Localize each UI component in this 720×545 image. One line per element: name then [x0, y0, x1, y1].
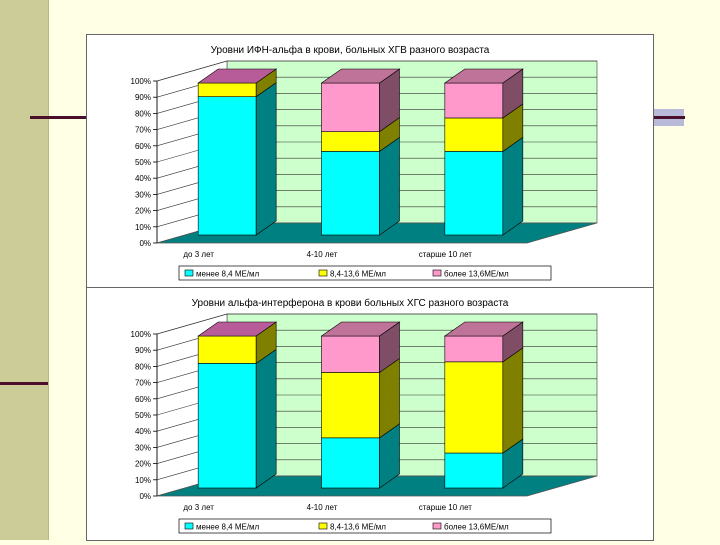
gridline-side: [156, 313, 228, 335]
y-tick-label: 50%: [135, 158, 151, 167]
legend-swatch: [432, 522, 442, 530]
legend-box: [178, 518, 552, 534]
bar-segment: [197, 96, 257, 236]
legend-swatch: [432, 269, 442, 277]
y-tick-label: 80%: [135, 362, 151, 371]
bar-segment: [444, 361, 504, 454]
x-tick-label: до 3 лет: [183, 250, 214, 259]
chart-hgc: Уровни альфа-интерферона в крови больных…: [86, 287, 654, 541]
y-tick-label: 100%: [131, 330, 151, 339]
y-tick-label: 0%: [139, 492, 151, 501]
chart-legend: менее 8,4 МЕ/мл 8,4-13,6 МЕ/мл более 13,6М…: [178, 265, 552, 281]
bar-segment: [444, 151, 504, 236]
bar-side: [255, 82, 277, 236]
y-tick-label: 0%: [139, 239, 151, 248]
bar-segment: [444, 335, 504, 363]
y-tick-label: 100%: [131, 77, 151, 86]
bar-segment: [321, 131, 380, 152]
left-decor-line: [48, 0, 49, 540]
bar-segment: [197, 335, 257, 364]
bar-top: [320, 321, 401, 337]
legend-label: менее 8,4 МЕ/мл: [196, 523, 260, 532]
bar-segment: [444, 117, 504, 152]
y-tick-label: 10%: [135, 476, 151, 485]
y-tick-label: 70%: [135, 379, 151, 388]
legend-label: 8,4-13,6 МЕ/мл: [330, 523, 386, 532]
chart-title: Уровни альфа-интерферона в крови больных…: [192, 297, 509, 309]
gridline-side: [156, 60, 228, 82]
accent-line-bottom: [0, 382, 48, 385]
legend-swatch: [184, 522, 194, 530]
x-tick-label: 4-10 лет: [307, 250, 338, 259]
x-tick-label: старше 10 лет: [419, 503, 473, 512]
y-tick-label: 30%: [135, 443, 151, 452]
y-tick-label: 60%: [135, 142, 151, 151]
x-tick-label: до 3 лет: [183, 503, 214, 512]
y-tick-label: 70%: [135, 126, 151, 135]
y-tick-label: 10%: [135, 223, 151, 232]
y-tick-label: 80%: [135, 109, 151, 118]
bar-side: [379, 136, 400, 236]
bar-top: [443, 68, 524, 84]
bar-top: [197, 321, 278, 337]
legend-swatch: [318, 522, 328, 530]
legend-swatch: [318, 269, 328, 277]
chart-title: Уровни ИФН-альфа в крови, больных ХГВ ра…: [211, 44, 490, 56]
y-tick-label: 90%: [135, 93, 151, 102]
legend-label: 8,4-13,6 МЕ/мл: [330, 270, 386, 279]
bar-segment: [321, 372, 380, 439]
bar-side: [502, 347, 524, 454]
y-tick-label: 30%: [135, 190, 151, 199]
legend-box: [178, 265, 552, 281]
x-tick-label: 4-10 лет: [307, 503, 338, 512]
bar-top: [443, 321, 524, 337]
bar-top: [197, 68, 278, 84]
legend-label: более 13,6МЕ/мл: [444, 270, 509, 279]
bar-segment: [197, 82, 257, 97]
chart-legend: менее 8,4 МЕ/мл 8,4-13,6 МЕ/мл более 13,6М…: [178, 518, 552, 534]
bar-segment: [197, 363, 257, 489]
left-decor-band: [0, 0, 48, 540]
bar-segment: [321, 335, 380, 373]
y-tick-label: 90%: [135, 346, 151, 355]
y-tick-label: 20%: [135, 207, 151, 216]
bar-segment: [321, 151, 380, 236]
bar-top: [320, 68, 401, 84]
bar-segment: [321, 437, 380, 489]
chart-hgv-svg: Уровни ИФН-альфа в крови, больных ХГВ ра…: [131, 44, 598, 281]
bar-side: [255, 348, 277, 489]
legend-label: более 13,6МЕ/мл: [444, 523, 509, 532]
bar-segment: [444, 452, 504, 489]
y-tick-label: 60%: [135, 395, 151, 404]
y-tick-label: 40%: [135, 427, 151, 436]
bar-side: [502, 136, 524, 236]
bar-segment: [321, 82, 380, 132]
y-tick-label: 20%: [135, 460, 151, 469]
chart-hgv: Уровни ИФН-альфа в крови, больных ХГВ ра…: [86, 34, 654, 288]
bar-segment: [444, 82, 504, 119]
legend-label: менее 8,4 МЕ/мл: [196, 270, 260, 279]
y-tick-label: 50%: [135, 411, 151, 420]
chart-hgc-svg: Уровни альфа-интерферона в крови больных…: [131, 297, 598, 534]
y-tick-label: 40%: [135, 174, 151, 183]
legend-swatch: [184, 269, 194, 277]
x-tick-label: старше 10 лет: [419, 250, 473, 259]
